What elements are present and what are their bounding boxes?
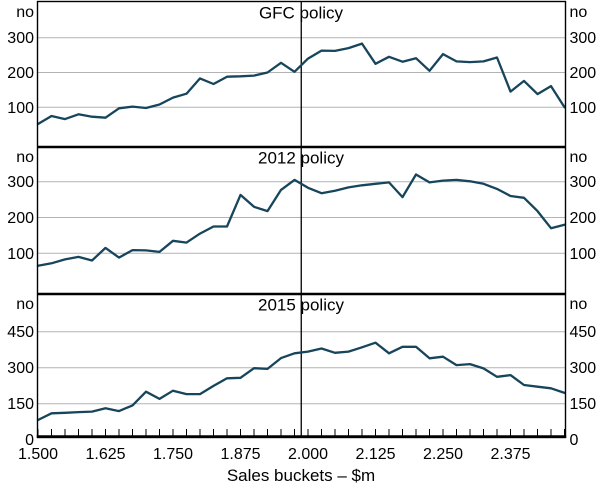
x-tick-label: 1.625 bbox=[85, 446, 125, 463]
series-line-panel1 bbox=[36, 173, 566, 267]
y-tick-label-right: 300 bbox=[570, 360, 597, 377]
y-tick-label-left: 300 bbox=[7, 174, 34, 191]
y-tick-label-right: 0 bbox=[570, 432, 579, 449]
panel-title-2: 2015 policy bbox=[258, 296, 345, 315]
y-tick-label-left: 300 bbox=[7, 360, 34, 377]
panel-title-0: GFC policy bbox=[259, 4, 344, 23]
x-tick-label: 1.875 bbox=[220, 446, 260, 463]
y-axis-unit-right-1: no bbox=[570, 149, 588, 166]
series-line-panel0 bbox=[36, 42, 566, 126]
y-tick-label-left: 450 bbox=[7, 324, 34, 341]
y-axis-unit-left-0: no bbox=[16, 4, 34, 21]
series-line-panel2 bbox=[36, 341, 566, 422]
y-axis-unit-left-2: no bbox=[16, 296, 34, 313]
y-axis-unit-right-2: no bbox=[570, 296, 588, 313]
y-tick-label-right: 200 bbox=[570, 210, 597, 227]
y-tick-label-left: 100 bbox=[7, 100, 34, 117]
y-tick-label-left: 300 bbox=[7, 30, 34, 47]
y-axis-unit-left-1: no bbox=[16, 149, 34, 166]
y-tick-label-right: 200 bbox=[570, 65, 597, 82]
x-tick-label: 2.000 bbox=[288, 446, 328, 463]
y-tick-label-right: 300 bbox=[570, 30, 597, 47]
y-tick-label-right: 150 bbox=[570, 396, 597, 413]
y-tick-label-right: 100 bbox=[570, 100, 597, 117]
y-tick-label-left: 200 bbox=[7, 65, 34, 82]
y-tick-label-left: 200 bbox=[7, 210, 34, 227]
panel-title-1: 2012 policy bbox=[258, 149, 345, 168]
y-tick-label-right: 450 bbox=[570, 324, 597, 341]
x-axis-title: Sales buckets – $m bbox=[227, 466, 375, 485]
y-tick-label-right: 100 bbox=[570, 246, 597, 263]
x-tick-label: 2.375 bbox=[490, 446, 530, 463]
x-tick-label: 1.750 bbox=[153, 446, 193, 463]
y-axis-unit-right-0: no bbox=[570, 4, 588, 21]
y-tick-label-right: 300 bbox=[570, 174, 597, 191]
x-tick-label: 2.125 bbox=[355, 446, 395, 463]
y-tick-label-left: 0 bbox=[25, 432, 34, 449]
x-tick-label: 1.500 bbox=[18, 446, 58, 463]
y-tick-label-left: 100 bbox=[7, 246, 34, 263]
y-tick-label-left: 150 bbox=[7, 396, 34, 413]
x-tick-label: 2.250 bbox=[423, 446, 463, 463]
